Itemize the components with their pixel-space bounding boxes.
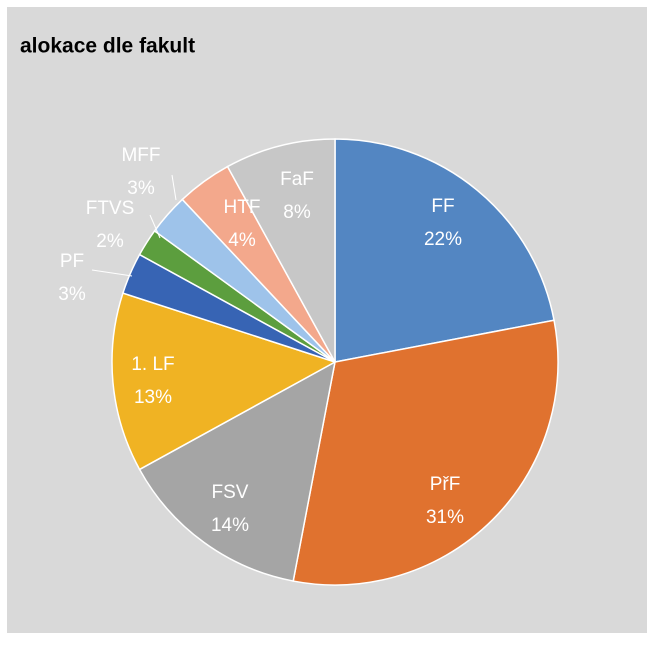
slice-value-label: 22% <box>424 229 462 250</box>
pie-slice <box>334 138 555 363</box>
pie-slice <box>138 360 337 582</box>
slice-category-label: MFF <box>121 145 160 166</box>
slice-category-label: HTF <box>224 197 261 218</box>
slice-value-label: 4% <box>228 230 256 251</box>
slice-value-label: 2% <box>96 231 124 252</box>
chart-title: alokace dle fakult <box>20 35 195 58</box>
slice-value-label: 8% <box>283 202 311 223</box>
slice-category-label: PřF <box>430 474 461 495</box>
leader-line <box>171 174 177 201</box>
pie-slice <box>292 319 559 586</box>
slice-value-label: 3% <box>127 178 155 199</box>
pie-slice <box>226 138 336 363</box>
slice-category-label: PF <box>60 251 84 272</box>
leader-line <box>91 269 133 277</box>
slice-value-label: 14% <box>211 515 249 536</box>
slice-category-label: 1. LF <box>131 354 174 375</box>
slice-value-label: 31% <box>426 507 464 528</box>
slice-value-label: 3% <box>58 284 86 305</box>
slice-category-label: FTVS <box>86 198 135 219</box>
slice-value-label: 13% <box>134 387 172 408</box>
pie-slice <box>111 292 337 471</box>
leader-line <box>149 214 161 239</box>
slice-category-label: FF <box>431 196 454 217</box>
slice-category-label: FaF <box>280 169 314 190</box>
slice-category-label: FSV <box>212 482 249 503</box>
